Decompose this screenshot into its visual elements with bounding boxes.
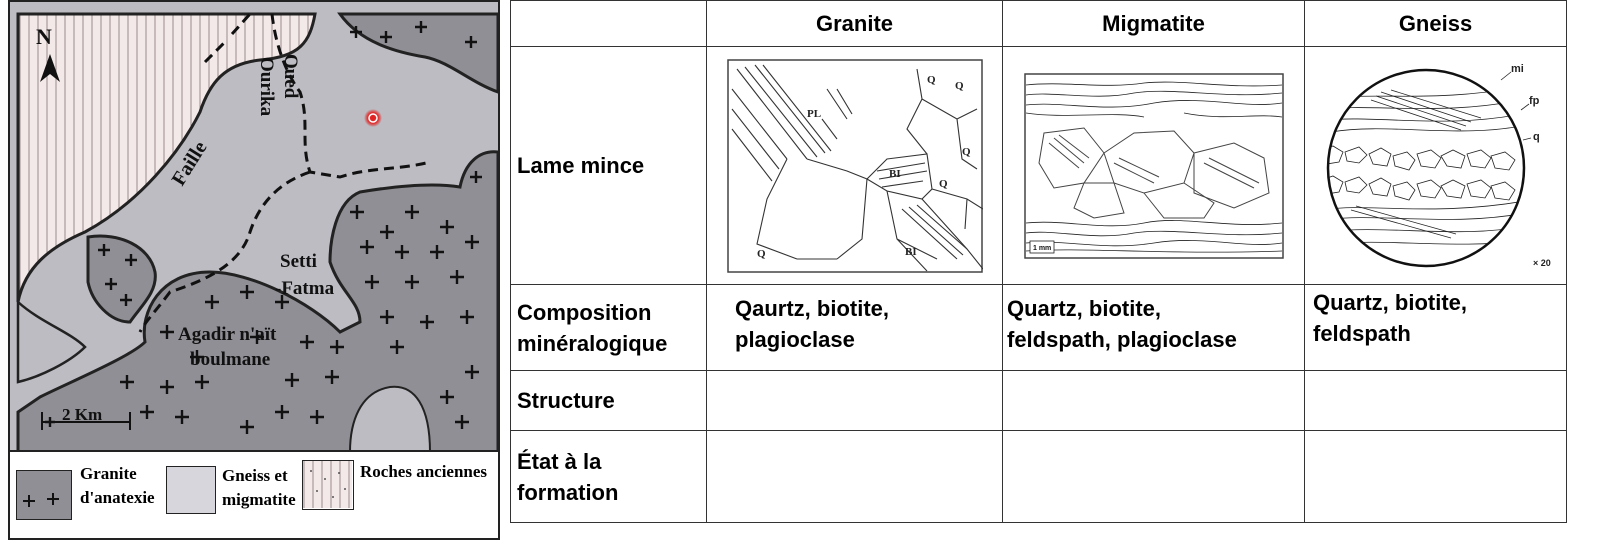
table-row-structure: Structure	[510, 370, 1567, 431]
granite-label-q5: Q	[757, 248, 766, 260]
table-header-row: Granite Migmatite Gneiss	[510, 0, 1567, 47]
gneiss-composition-cell: Quartz, biotite, feldspath	[1304, 284, 1567, 371]
fault-lines	[138, 12, 431, 333]
granite-thin-section-image: PL Q Q BI Q Q BI Q	[726, 58, 983, 273]
table-row-composition: Composition minéralogique Qaurtz, biotit…	[510, 284, 1567, 371]
town-label-agadir: Agadir n'aït	[178, 324, 277, 345]
legend-ancient-line1: Roches anciennes	[360, 462, 488, 481]
gneiss-thin-section-cell: mi fp q × 20	[1304, 46, 1567, 285]
row-label-etat-line2: formation	[517, 479, 619, 505]
gneiss-label-mi: mi	[1511, 63, 1524, 75]
legend-gneiss-line1: Gneiss et	[222, 466, 288, 485]
granite-label-q3: Q	[962, 146, 971, 158]
granite-label-q4: Q	[939, 178, 948, 190]
granite-label-pl: PL	[807, 108, 821, 120]
row-label-composition-line2: minéralogique	[517, 330, 668, 356]
column-header-migmatite: Migmatite	[1002, 0, 1305, 47]
location-marker	[364, 109, 382, 127]
migmatite-composition-cell: Quartz, biotite, feldspath, plagioclase	[1002, 284, 1305, 371]
gneiss-structure-cell	[1304, 370, 1567, 431]
town-label-setti: Setti	[280, 251, 317, 272]
row-label-composition-line1: Composition	[517, 299, 652, 325]
gneiss-patch-south	[348, 385, 432, 452]
granite-label-q1: Q	[927, 74, 936, 86]
rock-comparison-table: Granite Migmatite Gneiss Lame mince	[510, 0, 1567, 523]
column-header-gneiss: Gneiss	[1304, 0, 1567, 47]
geological-map-panel: N Oued Ourika Faille Setti -Fatma Agadir…	[8, 0, 500, 540]
migmatite-scale-label: 1 mm	[1033, 245, 1051, 252]
gneiss-thin-section-image: mi fp q × 20	[1326, 63, 1551, 268]
gneiss-etat-cell	[1304, 430, 1567, 523]
migmatite-thin-section-cell: 1 mm	[1002, 46, 1305, 285]
table-row-etat: État à la formation	[510, 430, 1567, 523]
ancient-rocks-zone	[16, 12, 317, 303]
lower-left-band	[16, 299, 87, 384]
granite-composition-line2: plagioclase	[735, 327, 855, 352]
ancient-rocks-swatch-icon	[302, 460, 354, 510]
granite-label-bi1: BI	[889, 168, 901, 180]
town-label-fatma: -Fatma	[275, 278, 335, 299]
column-header-granite: Granite	[706, 0, 1003, 47]
granite-structure-cell	[706, 370, 1003, 431]
river-label-1: Oued	[280, 54, 301, 99]
granite-composition-cell: Qaurtz, biotite, plagioclase	[706, 284, 1003, 371]
gneiss-composition-line1: Quartz, biotite,	[1313, 290, 1467, 315]
table-row-thin-section: Lame mince PL Q Q	[510, 46, 1567, 285]
row-label-etat: État à la formation	[510, 430, 707, 523]
gneiss-label-q: q	[1533, 131, 1540, 143]
granite-thin-section-cell: PL Q Q BI Q Q BI Q	[706, 46, 1003, 285]
map-legend: Granite d'anatexie Gneiss et migmatite R…	[10, 452, 498, 538]
granite-swatch-icon	[16, 470, 72, 520]
row-label-lame-mince: Lame mince	[510, 46, 707, 285]
migmatite-thin-section-image: 1 mm	[1023, 72, 1284, 259]
migmatite-etat-cell	[1002, 430, 1305, 523]
legend-granite-line2: d'anatexie	[80, 488, 155, 507]
migmatite-structure-cell	[1002, 370, 1305, 431]
migmatite-composition-line1: Quartz, biotite,	[1007, 296, 1161, 321]
granite-zone-east	[16, 150, 498, 452]
granite-composition-line1: Qaurtz, biotite,	[735, 296, 889, 321]
granite-label-q2: Q	[955, 80, 964, 92]
north-label: N	[36, 24, 52, 49]
gneiss-label-fp: fp	[1529, 95, 1540, 107]
migmatite-composition-line2: feldspath, plagioclase	[1007, 327, 1237, 352]
granite-zone-north	[337, 12, 498, 94]
row-label-structure: Structure	[510, 370, 707, 431]
granite-label-bi2: BI	[905, 246, 917, 258]
gneiss-swatch-icon	[166, 466, 216, 514]
geological-map: N Oued Ourika Faille Setti -Fatma Agadir…	[10, 2, 498, 452]
scale-bar	[41, 412, 131, 430]
legend-granite-line1: Granite	[80, 464, 137, 483]
north-arrow-icon	[40, 54, 60, 82]
gneiss-label-magnification: × 20	[1533, 258, 1551, 268]
row-label-composition: Composition minéralogique	[510, 284, 707, 371]
granite-etat-cell	[706, 430, 1003, 523]
granite-zone-west	[86, 234, 157, 324]
gneiss-composition-line2: feldspath	[1313, 321, 1411, 346]
scale-label: 2 Km	[62, 405, 102, 424]
town-label-boulmane: boulmane	[190, 349, 270, 370]
row-label-etat-line1: État à la	[517, 448, 602, 474]
river-label-2: Ourika	[256, 57, 277, 117]
empty-header-cell	[510, 0, 707, 47]
legend-gneiss-line2: migmatite	[222, 490, 296, 509]
